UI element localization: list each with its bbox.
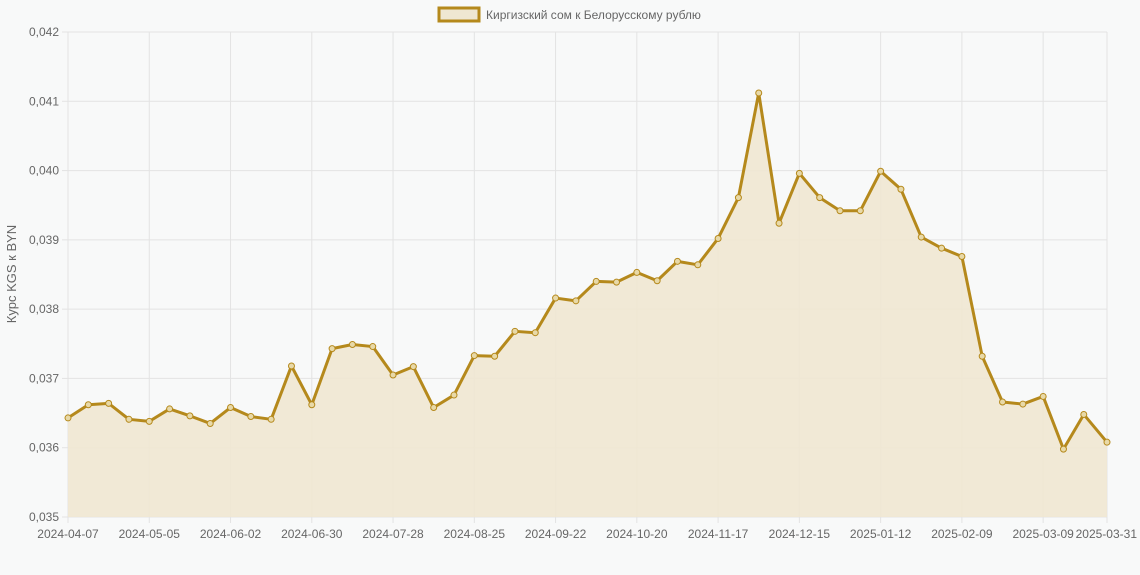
data-point[interactable] [673, 257, 681, 265]
data-point[interactable] [1059, 445, 1067, 453]
data-point[interactable] [552, 294, 560, 302]
data-point[interactable] [450, 391, 458, 399]
data-point[interactable] [247, 413, 255, 421]
data-point[interactable] [917, 233, 925, 241]
x-tick-label: 2024-06-30 [281, 527, 343, 541]
data-point[interactable] [714, 234, 722, 242]
x-tick-label: 2024-11-17 [688, 527, 749, 541]
x-tick-label: 2024-09-22 [525, 527, 587, 541]
series-area [68, 92, 1107, 517]
data-point[interactable] [430, 404, 438, 412]
x-tick-label: 2024-10-20 [606, 527, 668, 541]
data-point[interactable] [105, 399, 113, 407]
y-tick-label: 0,037 [29, 371, 59, 385]
x-tick-label: 2024-12-15 [769, 527, 831, 541]
y-tick-label: 0,041 [29, 94, 59, 108]
data-point[interactable] [267, 415, 275, 423]
x-tick-label: 2024-05-05 [119, 527, 181, 541]
series-line [66, 91, 1109, 451]
data-point[interactable] [633, 268, 641, 276]
data-point[interactable] [186, 412, 194, 420]
y-axis-ticks: 0,035 0,036 0,037 0,038 0,039 0,040 0,041 0,042 [29, 25, 59, 524]
x-tick-label: 2024-07-28 [362, 527, 424, 541]
y-tick-label: 0,036 [29, 441, 59, 455]
legend[interactable]: Киргизский сом к Белорусскому рублю [437, 6, 701, 23]
data-point[interactable] [145, 417, 153, 425]
data-point[interactable] [328, 345, 336, 353]
data-point[interactable] [1019, 400, 1027, 408]
data-point[interactable] [958, 252, 966, 260]
data-point[interactable] [978, 352, 986, 360]
data-point[interactable] [836, 207, 844, 215]
data-point[interactable] [369, 343, 377, 351]
legend-swatch[interactable] [437, 6, 481, 23]
y-tick-label: 0,040 [29, 164, 59, 178]
data-point[interactable] [1080, 410, 1088, 418]
data-point[interactable] [795, 169, 803, 177]
x-tick-label: 2024-04-07 [37, 527, 99, 541]
y-tick-label: 0,039 [29, 233, 59, 247]
data-point[interactable] [592, 277, 600, 285]
data-point[interactable] [84, 401, 92, 409]
data-point[interactable] [409, 363, 417, 371]
data-point[interactable] [227, 404, 235, 412]
data-point[interactable] [206, 419, 214, 427]
data-point[interactable] [166, 405, 174, 413]
data-point[interactable] [125, 415, 133, 423]
x-tick-label: 2024-06-02 [200, 527, 262, 541]
data-point[interactable] [287, 362, 295, 370]
x-tick-label: 2025-01-12 [850, 527, 912, 541]
data-point[interactable] [775, 219, 783, 227]
data-point[interactable] [511, 327, 519, 335]
data-point[interactable] [613, 278, 621, 286]
area-fill [68, 92, 1107, 517]
data-point[interactable] [694, 261, 702, 269]
y-tick-label: 0,038 [29, 302, 59, 316]
data-points [64, 89, 1111, 453]
y-tick-label: 0,042 [29, 25, 59, 39]
data-point[interactable] [653, 277, 661, 285]
data-point[interactable] [734, 194, 742, 202]
data-point[interactable] [1103, 438, 1111, 446]
data-point[interactable] [572, 297, 580, 305]
data-point[interactable] [999, 398, 1007, 406]
y-axis-title: Курс KGS к BYN [4, 225, 19, 323]
data-point[interactable] [348, 340, 356, 348]
data-point[interactable] [64, 414, 72, 422]
data-point[interactable] [816, 194, 824, 202]
x-tick-label: 2024-08-25 [444, 527, 506, 541]
data-point[interactable] [856, 207, 864, 215]
data-point[interactable] [308, 401, 316, 409]
data-point[interactable] [1039, 392, 1047, 400]
y-tick-label: 0,035 [29, 510, 59, 524]
legend-label[interactable]: Киргизский сом к Белорусскому рублю [486, 8, 701, 22]
data-point[interactable] [897, 185, 905, 193]
series-line-path [66, 91, 1109, 451]
data-point[interactable] [470, 352, 478, 360]
x-tick-label: 2025-03-31 [1076, 527, 1138, 541]
data-point[interactable] [755, 89, 763, 97]
x-axis-ticks: 2024-04-07 2024-05-05 2024-06-02 2024-06-30… [37, 527, 1137, 541]
data-point[interactable] [531, 329, 539, 337]
data-point[interactable] [389, 371, 397, 379]
data-point[interactable] [491, 352, 499, 360]
x-tick-label: 2025-02-09 [931, 527, 993, 541]
data-point[interactable] [938, 244, 946, 252]
x-tick-label: 2025-03-09 [1012, 527, 1074, 541]
data-point[interactable] [877, 167, 885, 175]
